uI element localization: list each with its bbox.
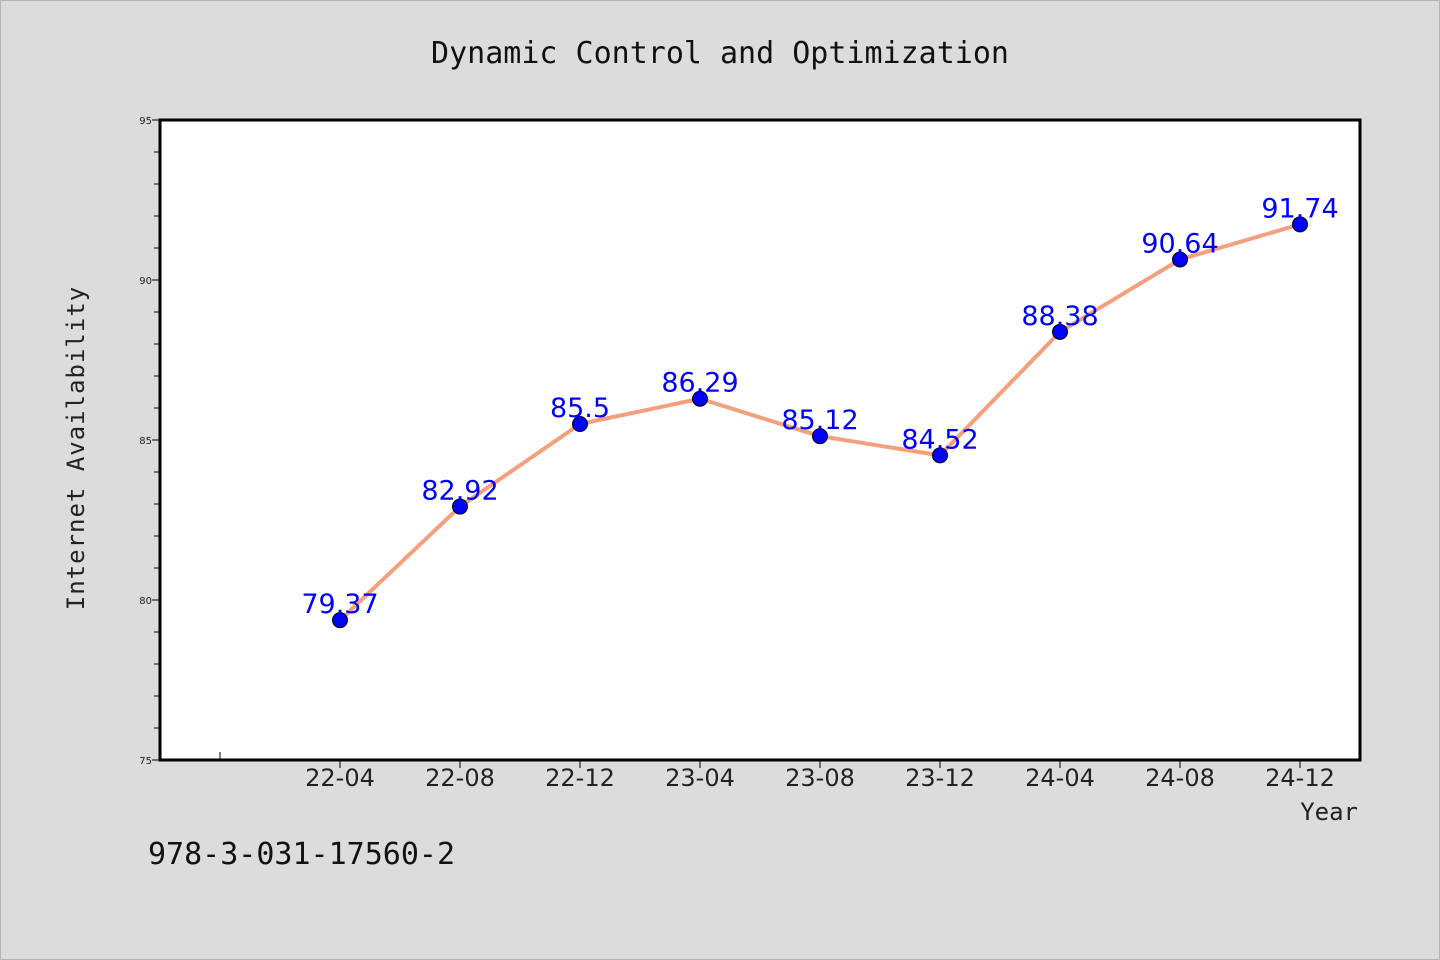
data-point <box>452 498 468 515</box>
y-tick-label: 95 <box>139 116 152 127</box>
x-tick-label: 23-04 <box>665 764 735 792</box>
x-tick-label: 24-12 <box>1265 764 1335 792</box>
x-tick-label: 24-08 <box>1145 764 1215 792</box>
data-point <box>1172 251 1188 268</box>
data-point <box>692 390 708 407</box>
data-point <box>812 428 828 445</box>
data-label: 79.37 <box>301 589 378 620</box>
data-point <box>1052 323 1068 340</box>
data-point <box>932 447 948 464</box>
x-tick-label: 24-04 <box>1025 764 1095 792</box>
series-layer: 79.37 82.92 85.5 86.29 85.12 84.52 88.38 90.64 9… <box>301 193 1339 629</box>
x-axis: 22-04 22-08 22-12 23-04 23-08 23-12 24-04 24-08… <box>219 752 1335 792</box>
y-axis: 75 80 85 90 95 <box>139 116 160 767</box>
y-tick-label: 85 <box>139 436 152 447</box>
footer-isbn: 978-3-031-17560-2 <box>148 837 455 872</box>
data-label: 91.74 <box>1261 193 1338 224</box>
data-label: 90.64 <box>1141 229 1218 260</box>
data-point <box>1292 216 1308 233</box>
chart-title: Dynamic Control and Optimization <box>431 36 1009 71</box>
data-label: 84.52 <box>901 424 978 455</box>
y-tick-label: 80 <box>139 596 152 607</box>
plot-area <box>158 118 1362 762</box>
x-tick-label: 23-08 <box>785 764 855 792</box>
data-label: 86.29 <box>661 368 738 399</box>
y-minor-ticks <box>154 151 160 729</box>
x-axis-label: Year <box>1300 798 1358 826</box>
y-tick-label: 90 <box>139 276 152 287</box>
data-point <box>572 416 588 432</box>
x-tick-label: 22-08 <box>425 764 495 792</box>
data-label: 85.12 <box>781 405 858 436</box>
data-label: 88.38 <box>1021 301 1098 332</box>
x-tick-label: 23-12 <box>905 764 975 792</box>
data-point <box>332 612 348 629</box>
data-label: 82.92 <box>421 476 498 507</box>
x-tick-label: 22-12 <box>545 764 615 792</box>
data-label: 85.5 <box>550 393 610 424</box>
y-tick-label: 75 <box>139 756 152 767</box>
y-axis-label: Internet Availability <box>62 286 90 610</box>
x-tick-label: 22-04 <box>305 764 375 792</box>
